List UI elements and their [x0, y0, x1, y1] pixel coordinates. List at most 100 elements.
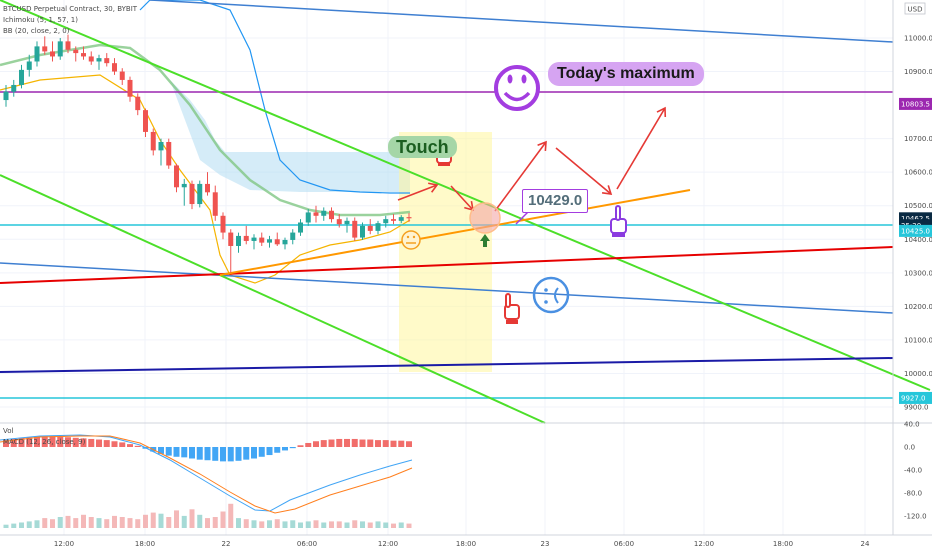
candle: [383, 219, 389, 224]
candle: [197, 183, 203, 205]
macd-histogram-bar: [406, 441, 412, 447]
neutral-face-icon: [401, 230, 421, 250]
macd-histogram-bar: [227, 447, 234, 462]
price-tag-background: [899, 224, 932, 237]
macd-legend[interactable]: MACD (12, 26, close, 9): [3, 438, 86, 446]
candle: [19, 69, 24, 85]
volume-bar: [112, 515, 117, 528]
currency-label: USD: [908, 6, 923, 14]
time-tick-label: 06:00: [614, 540, 634, 548]
time-tick-label: 12:00: [378, 540, 398, 548]
volume-bar: [205, 518, 210, 528]
time-tick-label: 23: [541, 540, 550, 548]
currency-box[interactable]: [904, 2, 926, 15]
volume-bar: [119, 517, 125, 528]
macd-histogram-bar: [41, 436, 48, 447]
time-tick-label: 12:00: [694, 540, 714, 548]
volume-bar: [143, 514, 148, 528]
candle: [150, 131, 156, 151]
candle: [11, 84, 17, 92]
volume-bar: [127, 518, 133, 528]
volume-bar: [135, 519, 141, 528]
ichimoku-legend[interactable]: Ichimoku (5, 1, 57, 1): [3, 16, 78, 24]
price-tag: 10803.5: [899, 97, 932, 110]
macd-histogram-bar: [375, 440, 381, 447]
volume-bar: [11, 523, 17, 528]
candle: [205, 183, 210, 193]
macd-histogram-bar: [10, 438, 17, 447]
macd-histogram-bar: [96, 439, 102, 447]
macd-histogram-bar: [57, 436, 64, 447]
volume-legend[interactable]: Vol: [3, 427, 14, 435]
price-tick-label: 10400.0: [904, 236, 932, 244]
price-tick-label: 10000.0: [904, 370, 932, 378]
candle: [344, 220, 350, 225]
candle: [135, 96, 141, 111]
candle: [375, 223, 381, 231]
volume-bar: [197, 514, 203, 528]
candle: [57, 41, 63, 57]
candle: [166, 141, 172, 166]
candle: [127, 79, 133, 97]
arrow-line: [555, 147, 612, 195]
arrow-head: [537, 140, 547, 152]
volume-bar: [73, 518, 79, 528]
candle: [259, 237, 265, 243]
macd-histogram-bar: [127, 444, 133, 447]
level-annotation: 10429.0: [522, 189, 589, 213]
macd-histogram-bar: [173, 447, 180, 457]
volume-bar: [3, 524, 9, 528]
macd-tick-label: -40.0: [904, 467, 922, 475]
volume-bar: [336, 521, 342, 528]
volume-bar: [375, 521, 381, 528]
macd-histogram-bar: [134, 445, 141, 447]
macd-histogram-bar: [297, 445, 304, 447]
candle: [329, 210, 334, 220]
candle: [88, 56, 94, 62]
smiley-face-icon: [494, 65, 540, 111]
sad-face-icon: [532, 276, 570, 314]
candle: [189, 183, 195, 205]
macd-axis[interactable]: 40.0 0.0 -40.0 -80.0 -120.0: [904, 421, 927, 521]
macd-histogram-bar: [103, 440, 110, 447]
volume-bar: [181, 515, 187, 528]
macd-histogram-bar: [18, 437, 25, 447]
price-tag: 10425.0: [899, 224, 932, 237]
price-axis[interactable]: 11000.0 10900.0 10700.0 10600.0 10500.0 10400…: [904, 35, 932, 412]
volume-bar: [150, 512, 156, 528]
macd-histogram-bar: [204, 447, 211, 461]
green-downtrend-upper: [0, 0, 931, 391]
candle: [305, 212, 311, 223]
time-axis[interactable]: 12:00 18:00 22 06:00 12:00 18:00 23 06:00 12:00 1…: [54, 540, 870, 548]
macd-histogram-bar: [26, 437, 33, 447]
candle: [367, 225, 373, 231]
candle: [391, 219, 396, 221]
price-tag-label: 10425.0: [901, 228, 930, 236]
macd-histogram-bar: [289, 447, 296, 449]
price-tick-label: 10600.0: [904, 169, 932, 177]
price-tick-label: 10300.0: [904, 269, 932, 277]
volume-bar: [367, 522, 373, 528]
chart-symbol-title[interactable]: BTCUSD Perpetual Contract, 30, BYBIT: [3, 5, 138, 13]
time-tick-label: 24: [861, 540, 870, 548]
macd-histogram-bar: [320, 440, 327, 447]
candles: [3, 34, 412, 273]
bollinger-legend[interactable]: BB (20, close, 2, 0): [3, 27, 70, 35]
volume-bar: [321, 522, 327, 528]
candle: [298, 222, 303, 233]
hand-pointer-icon-purple: [610, 205, 627, 237]
price-tick-label: 11000.0: [904, 35, 932, 43]
macd-histogram-bar: [282, 447, 288, 451]
volume-bar: [228, 503, 234, 528]
candle: [73, 49, 79, 54]
candle: [104, 58, 110, 64]
macd-histogram-bar: [251, 447, 257, 459]
macd-histogram-bar: [65, 437, 71, 447]
macd-histogram: [3, 436, 412, 462]
macd-histogram-bar: [181, 447, 188, 458]
up-arrow-icon: [480, 234, 490, 247]
candle: [143, 110, 148, 132]
volume-bar: [274, 519, 280, 528]
candle: [158, 141, 164, 151]
